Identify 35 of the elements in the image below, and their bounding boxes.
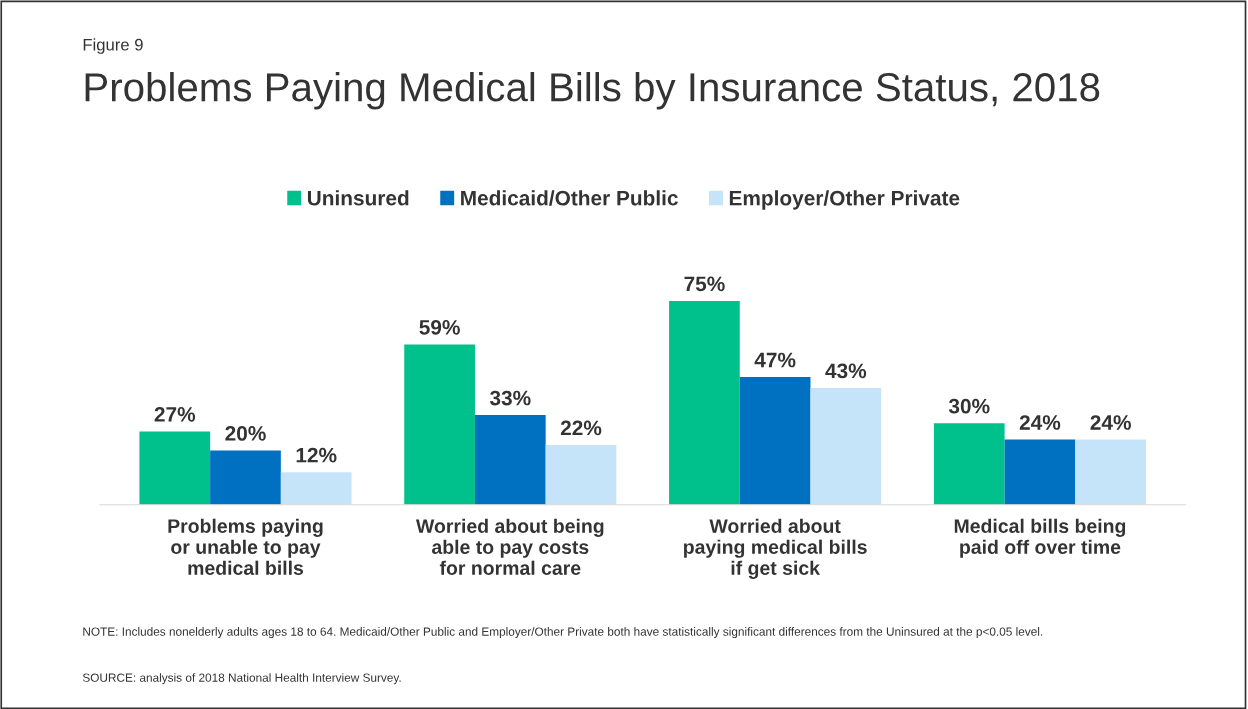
data-label: 22% <box>560 420 602 436</box>
data-label: 59% <box>419 319 460 335</box>
data-label: 27% <box>154 406 196 422</box>
source-note: SOURCE: analysis of 2018 National Health Interview Survey. <box>82 673 401 685</box>
legend-label: Medicaid/Other Public <box>461 190 678 206</box>
legend-label: Employer/Other Private <box>729 190 960 210</box>
bar <box>1075 439 1147 505</box>
bar <box>669 300 740 505</box>
bar <box>139 431 211 505</box>
data-label: 20% <box>225 426 266 441</box>
x-tick-label: Worried about paying medical bills if get sick <box>684 518 867 579</box>
data-label: 30% <box>948 398 990 414</box>
data-label: 12% <box>296 447 337 463</box>
bar <box>810 387 882 505</box>
bar <box>545 444 617 505</box>
chart-title: Problems Paying Medical Bills by Insurance Status, 2018 <box>85 71 1100 110</box>
data-label: 75% <box>684 276 725 292</box>
legend-label: Uninsured <box>307 190 409 206</box>
bar <box>280 472 352 505</box>
bar <box>474 415 546 505</box>
x-tick-label: Problems paying or unable to pay medical bills <box>168 518 323 575</box>
x-tick-label: Medical bills being paid off over time <box>954 518 1126 558</box>
bar <box>933 423 1005 505</box>
bar <box>1004 439 1076 505</box>
data-label: 33% <box>489 390 531 406</box>
chart-subtitle: Figure 9 <box>83 38 143 54</box>
text: NOTE: Includes nonelderly adults ages 18 to 64. Medicaid/Other Public and Employer/Other Private both have statistically significant differences from the Uninsured at the p<0.05 level. <box>83 627 1043 639</box>
data-label: 43% <box>825 363 867 379</box>
bar <box>404 344 475 505</box>
bar <box>739 377 811 505</box>
bar <box>210 450 281 505</box>
data-label: 24% <box>1090 415 1131 430</box>
data-label: 24% <box>1019 415 1061 430</box>
x-tick-label: Worried about being able to pay costs for normal care <box>415 518 604 575</box>
data-label: 47% <box>754 352 796 368</box>
